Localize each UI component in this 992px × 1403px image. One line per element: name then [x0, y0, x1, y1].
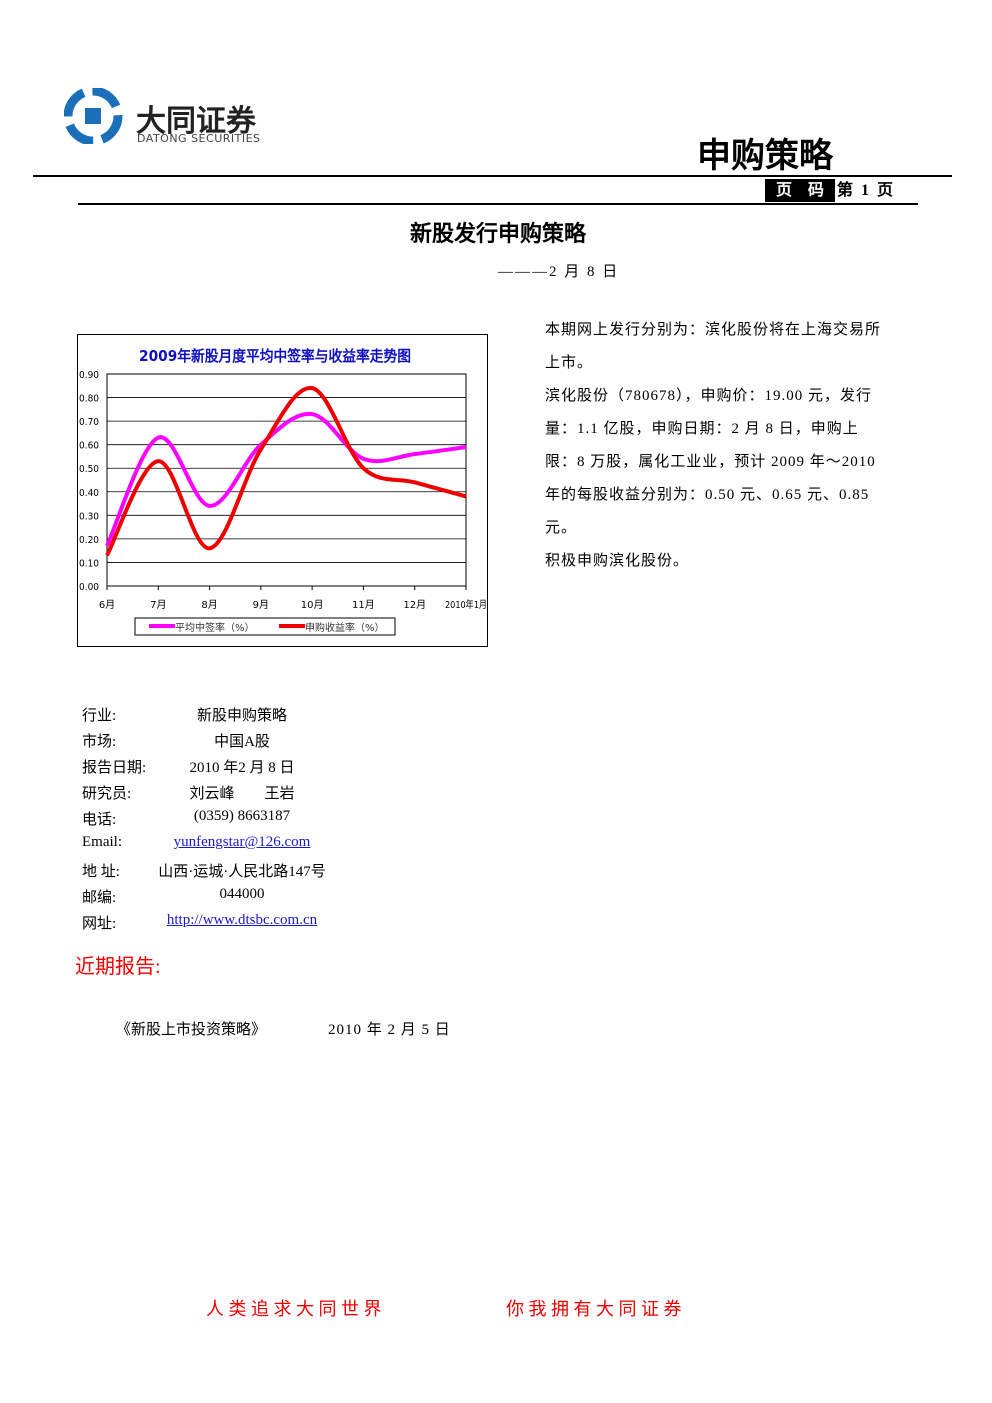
- paragraph: 滨化股份（780678），申购价：19.00 元，发行量：1.1 亿股，申购日期…: [545, 388, 876, 536]
- recent-item-date: 2010 年 2 月 5 日: [328, 1022, 451, 1038]
- chart-frame: [77, 334, 488, 647]
- info-value: 刘云峰 王岩: [189, 786, 295, 802]
- y-tick-label: 0.60: [79, 441, 99, 452]
- info-value: (0359) 8663187: [193, 808, 291, 824]
- info-row: 市场: 中国A股: [82, 730, 412, 754]
- legend-label: 平均中签率（%）: [175, 621, 255, 634]
- doc-title: 新股发行申购策略: [409, 221, 586, 246]
- info-label: 研究员:: [82, 786, 132, 802]
- paragraph: 本期网上发行分别为：滨化股份将在上海交易所上市。: [545, 322, 882, 371]
- info-label: 行业:: [82, 708, 117, 724]
- slogan: 你 我 拥 有 大 同 证 券: [506, 1299, 682, 1319]
- info-value: 新股申购策略: [196, 708, 287, 724]
- page-number: 第 1 页: [837, 182, 894, 199]
- y-tick-label: 0.30: [79, 511, 99, 522]
- info-label: 电话:: [82, 812, 117, 828]
- info-row: 邮编: 044000: [82, 886, 412, 910]
- link[interactable]: http://www.dtsbc.com.cn: [166, 912, 318, 928]
- x-tick-label: 11月: [352, 599, 375, 611]
- summary: 本期网上发行分别为：滨化股份将在上海交易所上市。 滨化股份（780678），申购…: [545, 314, 890, 578]
- link[interactable]: yunfengstar@126.com: [173, 834, 311, 850]
- doc-date: ———2 月 8 日: [498, 264, 620, 280]
- info-value: 044000: [219, 886, 265, 902]
- company-name-en: DATONG SECURITIES: [137, 132, 261, 145]
- recent-item-title: 《新股上市投资策略》: [116, 1022, 267, 1038]
- info-row: 报告日期: 2010 年2 月 8 日: [82, 756, 412, 780]
- info-label: 地 址:: [82, 864, 120, 880]
- info-row: 电话: (0359) 8663187: [82, 808, 412, 832]
- recent-heading: 近期报告:: [75, 956, 161, 978]
- x-tick-label: 9月: [253, 599, 269, 611]
- legend-box: [134, 617, 396, 636]
- info-value: yunfengstar@126.com: [112, 834, 372, 851]
- info-row: 网址: http://www.dtsbc.com.cn: [82, 912, 412, 936]
- page-label: 页 码: [765, 179, 835, 202]
- info-value: 山西·运城·人民北路147号: [158, 864, 326, 880]
- info-row: 地 址: 山西·运城·人民北路147号: [82, 860, 412, 884]
- y-tick-label: 0.70: [79, 417, 99, 428]
- x-tick-label: 8月: [201, 599, 217, 611]
- section-title: 申购策略: [697, 138, 833, 175]
- info-value: 中国A股: [214, 734, 270, 750]
- y-tick-label: 0.90: [79, 370, 99, 381]
- plot-frame: [106, 373, 467, 587]
- x-tick-label: 6月: [99, 599, 115, 611]
- series-line: [105, 386, 467, 557]
- slogan: 人 类 追 求 大 同 世 界: [206, 1299, 382, 1319]
- y-tick-label: 0.10: [79, 558, 99, 569]
- logo-icon: [64, 88, 123, 144]
- x-tick-label: 7月: [150, 599, 166, 611]
- y-tick-label: 0.40: [79, 488, 99, 499]
- rule: [33, 175, 952, 177]
- y-tick-label: 0.80: [79, 394, 99, 405]
- info-value: 2010 年2 月 8 日: [189, 760, 295, 776]
- paragraph: 积极申购滨化股份。: [545, 553, 690, 569]
- legend-label: 申购收益率（%）: [305, 621, 385, 634]
- info-row: Email: yunfengstar@126.com: [82, 834, 412, 858]
- y-tick-label: 0.50: [79, 464, 99, 475]
- x-tick-label: 2010年1月: [445, 598, 487, 611]
- rule: [78, 203, 918, 205]
- info-label: 报告日期:: [82, 760, 147, 776]
- chart-title: 2009年新股月度平均中签率与收益率走势图: [139, 347, 411, 365]
- info-value: http://www.dtsbc.com.cn: [112, 912, 372, 929]
- y-tick-label: 0.20: [79, 535, 99, 546]
- info-label: 邮编:: [82, 890, 117, 906]
- chart: 2009年新股月度平均中签率与收益率走势图 0.00 0.10 0.20 0.30 0.4…: [77, 334, 488, 647]
- info-label: 市场:: [82, 734, 117, 750]
- company-name: 大同证券: [136, 104, 256, 139]
- info-row: 行业: 新股申购策略: [82, 704, 412, 728]
- y-tick-label: 0.00: [79, 582, 99, 593]
- info-row: 研究员: 刘云峰 王岩: [82, 782, 412, 806]
- x-tick-label: 10月: [301, 599, 324, 611]
- info-label: 网址:: [82, 916, 117, 932]
- x-tick-label: 12月: [403, 599, 426, 611]
- info-label: Email:: [82, 834, 122, 850]
